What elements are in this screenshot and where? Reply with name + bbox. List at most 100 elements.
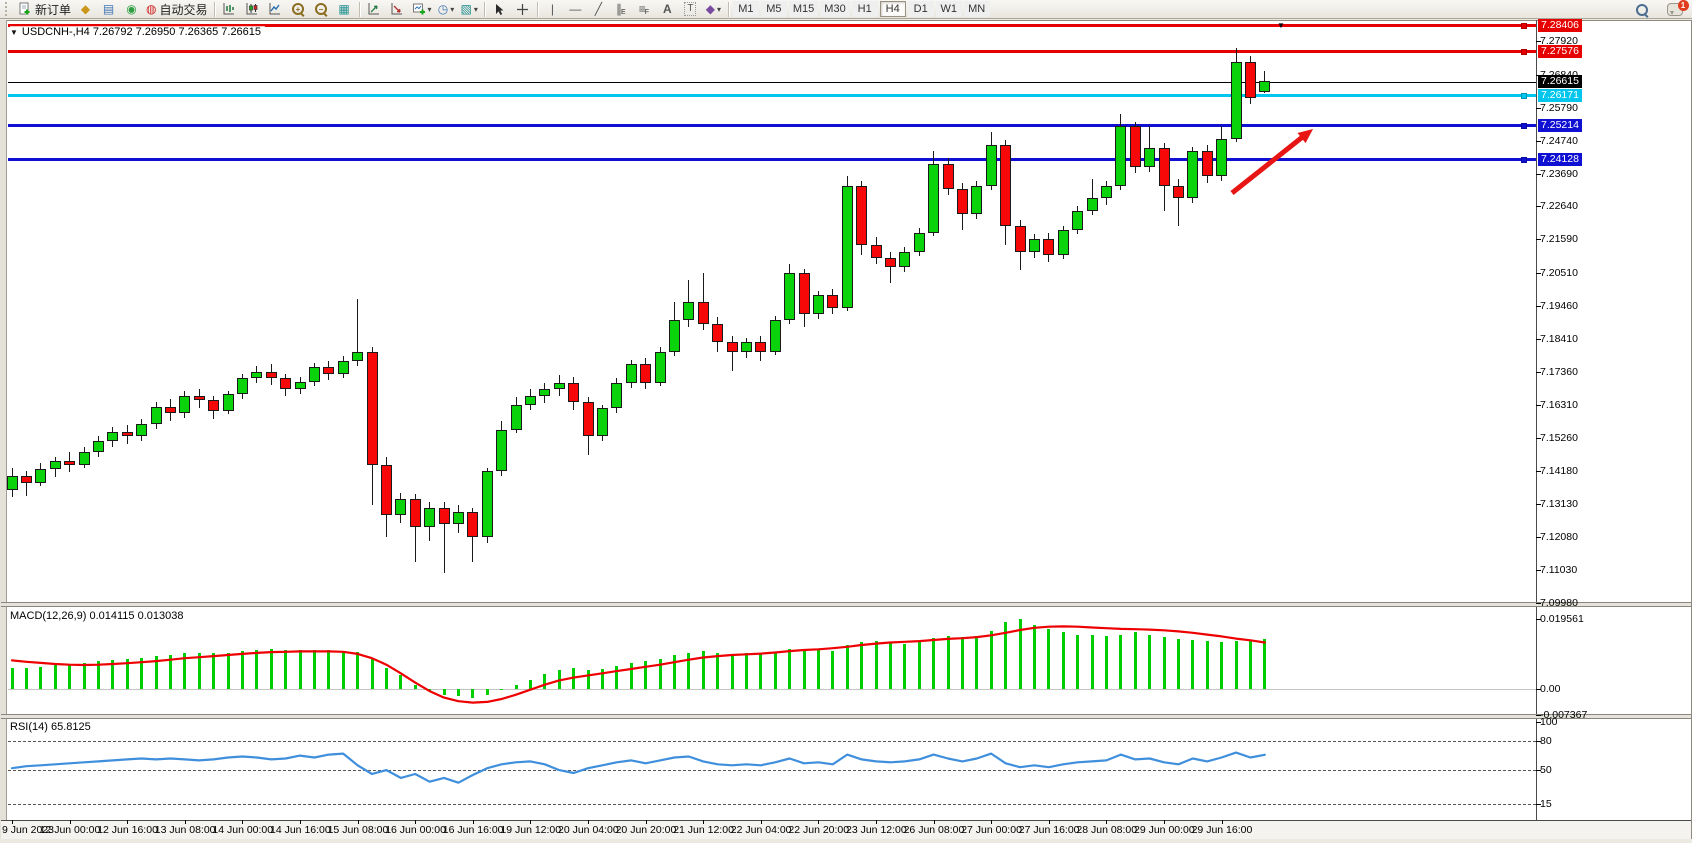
zoom-in-button[interactable]: + [287,1,310,18]
auto-trading-button[interactable]: ◍ 自动交易 [143,1,211,18]
horizontal-line-tool[interactable]: — [564,1,587,18]
fibonacci-tool[interactable]: ≡ F [633,1,656,18]
macd-histogram-bar [154,656,158,689]
horizontal-line-object[interactable] [8,158,1536,162]
chart-shift-marker[interactable]: ▼ [1277,21,1285,30]
macd-histogram-bar [917,642,921,689]
timeframe-mn[interactable]: MN [963,1,990,17]
candle-body [913,232,925,252]
tip-button[interactable]: ◆ [74,1,97,18]
time-axis-label: 19 Jun 12:00 [500,824,562,836]
candlestick-chart-button[interactable] [241,1,264,18]
trendline-tool[interactable]: ╱ [587,1,610,18]
horizontal-line-handle[interactable] [1521,22,1527,29]
macd-histogram-bar [946,636,950,689]
indicator-window-button[interactable] [363,1,386,18]
rsi-panel-splitter[interactable] [1,714,1691,719]
timeframe-m5[interactable]: M5 [760,1,787,17]
horizontal-line-handle[interactable] [1521,122,1527,129]
candle-body [496,430,508,471]
horizontal-line-object[interactable] [8,124,1536,128]
macd-histogram-bar [730,653,734,689]
text-tool[interactable]: A [656,1,679,18]
candle-body [1129,126,1141,167]
crosshair-button[interactable] [511,1,534,18]
signals-icon: ◉ [126,2,137,16]
macd-histogram-bar [1176,638,1180,689]
search-button[interactable] [1630,1,1653,18]
horizontal-line-object[interactable] [8,94,1536,98]
time-axis-label: 16 Jun 16:00 [442,824,504,836]
arrow-annotation-shaft[interactable] [1230,133,1307,195]
arrows-tool[interactable]: ◆ ▾ [702,1,725,18]
toolbar-grip[interactable] [5,2,12,16]
add-indicator-button[interactable]: ▾ [409,1,435,18]
macd-histogram-bar [1004,622,1008,689]
channel-tool[interactable]: ∥ E [610,1,633,18]
candle-body [755,342,767,352]
price-axis-tick-label: 7.24740 [1540,134,1578,147]
price-axis-tick-label: 7.19460 [1540,300,1578,313]
price-axis-border [1536,20,1537,838]
timeframe-m15[interactable]: M15 [788,1,819,17]
bar-chart-button[interactable] [218,1,241,18]
candle-body [208,400,220,412]
candle-body [1057,229,1069,255]
macd-indicator-label: MACD(12,26,9) 0.014115 0.013038 [10,610,184,622]
timeframe-m1[interactable]: M1 [732,1,759,17]
macd-panel-splitter[interactable] [1,602,1691,607]
macd-histogram-bar [802,648,806,689]
cursor-button[interactable] [488,1,511,18]
macd-histogram-bar [53,665,57,689]
timeframe-h1[interactable]: H1 [851,1,878,17]
horizontal-line-handle[interactable] [1521,92,1527,99]
timeframe-w1[interactable]: W1 [935,1,962,17]
macd-histogram-bar [384,667,388,689]
time-axis-label: 23 Jun 12:00 [846,824,907,836]
timeframe-d1[interactable]: D1 [907,1,934,17]
timeframe-m30[interactable]: M30 [820,1,850,17]
line-chart-button[interactable] [264,1,287,18]
arrow-annotation-head[interactable] [1297,129,1313,144]
candle-body [1086,198,1098,211]
templates-button[interactable]: ▧ ▾ [458,1,481,18]
macd-histogram-bar [975,636,979,689]
macd-histogram-bar [1191,640,1195,689]
horizontal-line-object[interactable] [8,50,1536,54]
rsi-axis-tick-label: 15 [1540,798,1552,811]
candle-body [395,499,407,515]
rsi-indicator-label: RSI(14) 65.8125 [10,721,91,733]
chart-collapse-caret[interactable]: ▼ [10,28,18,37]
horizontal-line-object[interactable] [8,24,1536,28]
toolbar-right-tools: 1 [1630,0,1689,18]
notifications-button[interactable]: 1 [1663,0,1689,18]
candle-body [222,394,234,412]
zoom-out-icon: − [315,3,328,17]
horizontal-line-handle[interactable] [1521,48,1527,55]
candle-body [841,185,853,308]
macd-histogram-bar [327,650,331,689]
signals-button[interactable]: ◉ [120,1,143,18]
auto-trading-icon: ◍ [146,2,157,16]
periods-button[interactable]: ◷ ▾ [435,1,458,18]
zoom-out-button[interactable]: − [310,1,333,18]
publish-chart-button[interactable]: ▤ [97,1,120,18]
vertical-line-tool[interactable]: | [541,1,564,18]
text-label-tool[interactable]: T [679,1,702,18]
new-order-label: 新订单 [35,2,72,17]
tile-windows-button[interactable]: ▦ [333,1,356,18]
time-axis-label: 29 Jun 16:00 [1191,824,1253,836]
macd-histogram-bar [989,631,993,689]
horizontal-line-handle[interactable] [1521,156,1527,163]
time-axis-label: 21 Jun 12:00 [673,824,734,836]
timeframe-h4[interactable]: H4 [879,1,906,17]
candle-body [712,323,724,343]
price-axis-tick-label: 7.11030 [1540,564,1578,577]
time-axis-tick [1221,820,1223,824]
macd-histogram-bar [240,651,244,689]
candle-wick [731,336,733,371]
object-list-button[interactable] [386,1,409,18]
time-axis[interactable] [1,820,1691,839]
new-order-button[interactable]: 新订单 [15,1,74,18]
current-price-line [8,81,1536,83]
